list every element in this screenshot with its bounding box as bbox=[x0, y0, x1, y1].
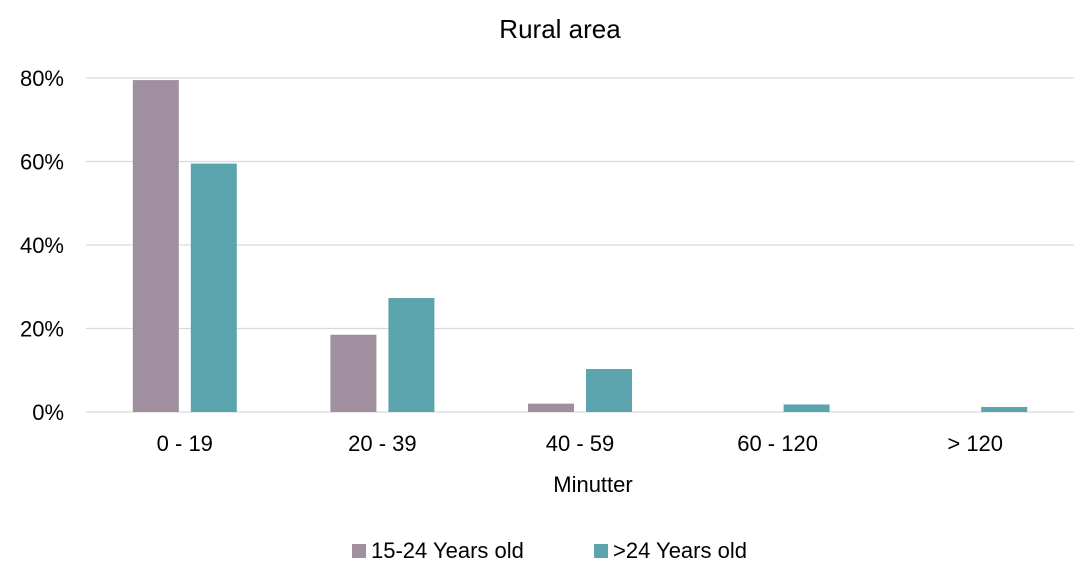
bar-series-2-4 bbox=[981, 406, 1028, 412]
y-tick-label: 20% bbox=[20, 317, 64, 342]
bar-series-2-1 bbox=[388, 298, 435, 412]
bars bbox=[132, 80, 1028, 413]
bar-series-2-2 bbox=[586, 368, 632, 412]
x-tick-label: > 120 bbox=[947, 431, 1003, 456]
x-axis-title: Minutter bbox=[553, 472, 632, 497]
x-tick-label: 0 - 19 bbox=[157, 431, 213, 456]
x-tick-label: 20 - 39 bbox=[348, 431, 417, 456]
chart-title: Rural area bbox=[499, 14, 621, 44]
bar-series-2-0 bbox=[190, 163, 237, 412]
legend-label: 15-24 Years old bbox=[371, 538, 524, 563]
x-axis-ticks: 0 - 19 20 - 39 40 - 59 60 - 120 > 120 bbox=[157, 431, 1003, 456]
bar-series-1-0 bbox=[132, 80, 179, 413]
bar-series-2-3 bbox=[783, 404, 830, 412]
bar-series-1-2 bbox=[528, 403, 574, 412]
y-tick-label: 0% bbox=[32, 400, 64, 425]
gridlines bbox=[86, 77, 1074, 413]
legend: 15-24 Years old >24 Years old bbox=[352, 538, 747, 563]
y-axis-ticks: 0% 20% 40% 60% 80% bbox=[20, 66, 64, 425]
x-tick-label: 60 - 120 bbox=[737, 431, 818, 456]
bar-series-1-1 bbox=[330, 334, 377, 412]
y-tick-label: 40% bbox=[20, 233, 64, 258]
legend-swatch bbox=[594, 544, 608, 558]
legend-swatch bbox=[352, 544, 366, 558]
legend-label: >24 Years old bbox=[613, 538, 747, 563]
x-tick-label: 40 - 59 bbox=[546, 431, 615, 456]
y-tick-label: 60% bbox=[20, 150, 64, 175]
y-tick-label: 80% bbox=[20, 66, 64, 91]
